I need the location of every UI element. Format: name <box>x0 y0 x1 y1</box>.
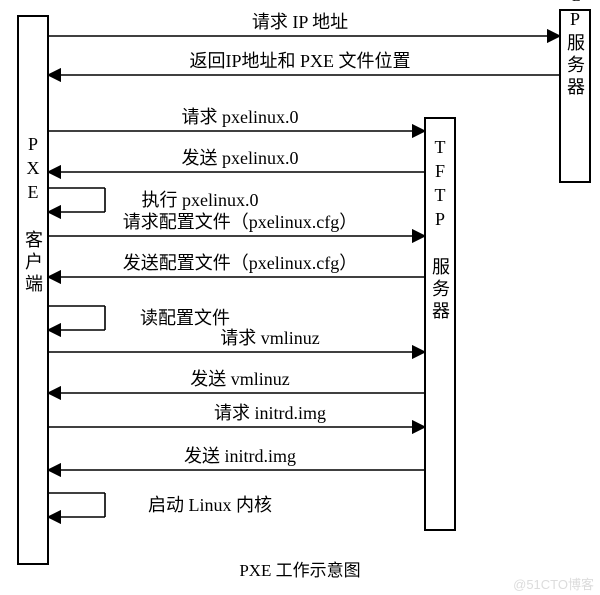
msg-label-6: 发送配置文件（pxelinux.cfg） <box>123 253 357 273</box>
msg-label-2: 请求 pxelinux.0 <box>182 107 299 127</box>
msg-label-10: 请求 initrd.img <box>214 403 326 423</box>
msg-label-1: 返回IP地址和 PXE 文件位置 <box>189 51 410 71</box>
msg-label-11: 发送 initrd.img <box>184 446 296 466</box>
msg-label-8: 请求 vmlinuz <box>220 328 320 348</box>
lifeline-label-dhcp: DHCP服务器 <box>565 0 585 99</box>
lifeline-label-client: PXE 客户端 <box>23 134 43 296</box>
msg-label-0: 请求 IP 地址 <box>252 12 348 32</box>
msg-label-7: 读配置文件 <box>140 308 230 328</box>
caption: PXE 工作示意图 <box>239 561 360 580</box>
lifeline-label-tftp: TFTP 服务器 <box>430 137 450 323</box>
msg-label-4: 执行 pxelinux.0 <box>142 190 259 210</box>
msg-label-9: 发送 vmlinuz <box>190 369 290 389</box>
watermark: @51CTO博客 <box>513 577 594 592</box>
msg-label-5: 请求配置文件（pxelinux.cfg） <box>123 212 357 232</box>
msg-label-12: 启动 Linux 内核 <box>148 495 272 515</box>
sequence-diagram: PXE 客户端 DHCP服务器 TFTP 服务器 请求 IP 地址返回IP地址和 P… <box>0 0 600 595</box>
msg-label-3: 发送 pxelinux.0 <box>182 148 299 168</box>
